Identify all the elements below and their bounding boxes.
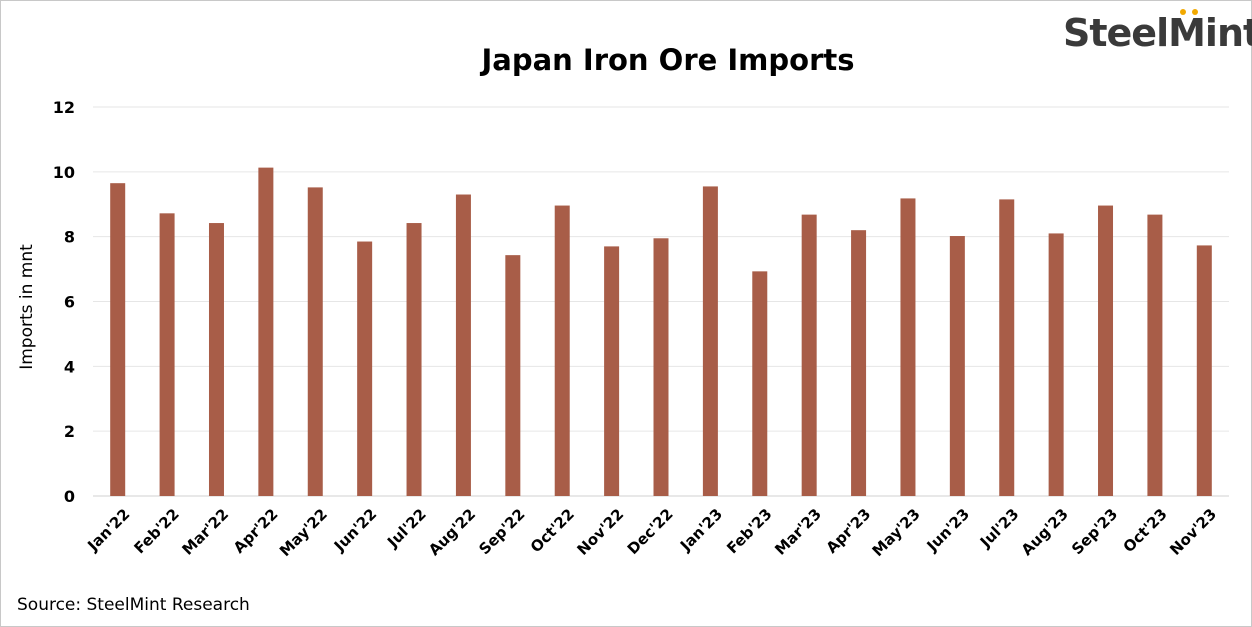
bar bbox=[307, 187, 323, 496]
x-tick-label: Jun'22 bbox=[330, 505, 380, 555]
bar bbox=[999, 199, 1015, 496]
bar bbox=[1098, 205, 1114, 497]
bar bbox=[752, 271, 768, 496]
x-tick-label: Jun'23 bbox=[923, 505, 973, 555]
x-tick-label: Mar'22 bbox=[179, 505, 233, 559]
bar bbox=[1196, 245, 1212, 496]
source-note: Source: SteelMint Research bbox=[17, 595, 250, 615]
y-tick-label: 4 bbox=[64, 357, 75, 376]
bar bbox=[801, 214, 817, 496]
x-tick-label: Mar'23 bbox=[771, 505, 825, 559]
y-axis-label: Imports in mnt bbox=[17, 244, 37, 370]
bar bbox=[110, 183, 126, 496]
bar bbox=[653, 238, 669, 497]
x-tick-label: Oct'23 bbox=[1120, 505, 1171, 556]
x-tick-label: Jan'22 bbox=[83, 505, 133, 555]
logo-text: SteelMint bbox=[1063, 11, 1252, 55]
y-tick-label: 12 bbox=[53, 98, 75, 117]
bar-chart: 0 2 4 6 8 10 12 Jan'22Feb'22Mar'22Apr'22May'22… bbox=[17, 98, 1229, 560]
bar bbox=[949, 236, 965, 496]
logo-dot-right bbox=[1192, 9, 1198, 15]
steelmint-logo: SteelMint bbox=[1063, 7, 1252, 57]
bar bbox=[357, 241, 373, 496]
x-tick-label: Oct'22 bbox=[527, 505, 578, 556]
bar bbox=[1147, 214, 1163, 496]
x-tick-label: Jul'23 bbox=[976, 505, 1023, 552]
x-tick-label: Nov'23 bbox=[1166, 505, 1220, 559]
bar bbox=[159, 213, 175, 496]
bar bbox=[554, 205, 570, 497]
chart-title: Japan Iron Ore Imports bbox=[481, 43, 855, 77]
x-tick-label: Feb'22 bbox=[131, 505, 183, 557]
bar bbox=[505, 255, 521, 496]
bar bbox=[851, 230, 867, 496]
logo-dot-left bbox=[1180, 9, 1186, 15]
y-tick-label: 8 bbox=[64, 228, 75, 247]
y-tick-labels: 0 2 4 6 8 10 12 bbox=[53, 98, 75, 506]
y-tick-label: 6 bbox=[64, 293, 75, 312]
bar bbox=[455, 194, 471, 496]
x-tick-label: Apr'22 bbox=[230, 505, 282, 557]
x-tick-label: May'23 bbox=[869, 505, 924, 560]
x-tick-label: Jul'22 bbox=[383, 505, 430, 552]
y-tick-label: 2 bbox=[64, 422, 75, 441]
bars bbox=[110, 167, 1212, 497]
y-tick-label: 0 bbox=[64, 487, 75, 506]
x-tick-label: Dec'22 bbox=[624, 505, 677, 558]
bar bbox=[208, 223, 224, 497]
x-tick-label: Jan'23 bbox=[676, 505, 726, 555]
y-tick-label: 10 bbox=[53, 163, 75, 182]
bar bbox=[604, 246, 620, 496]
bar bbox=[258, 167, 274, 496]
bar bbox=[1048, 233, 1064, 496]
x-tick-label: Aug'22 bbox=[425, 505, 479, 559]
x-tick-label: Aug'23 bbox=[1018, 505, 1072, 559]
bar bbox=[406, 223, 422, 497]
x-tick-label: Sep'22 bbox=[475, 505, 528, 558]
x-tick-label: May'22 bbox=[276, 505, 331, 560]
x-tick-label: Feb'23 bbox=[723, 505, 775, 557]
x-tick-label: Apr'23 bbox=[823, 505, 875, 557]
bar bbox=[900, 198, 916, 497]
x-tick-label: Nov'22 bbox=[574, 505, 628, 559]
x-tick-label: Sep'23 bbox=[1068, 505, 1121, 558]
bar bbox=[702, 186, 718, 497]
